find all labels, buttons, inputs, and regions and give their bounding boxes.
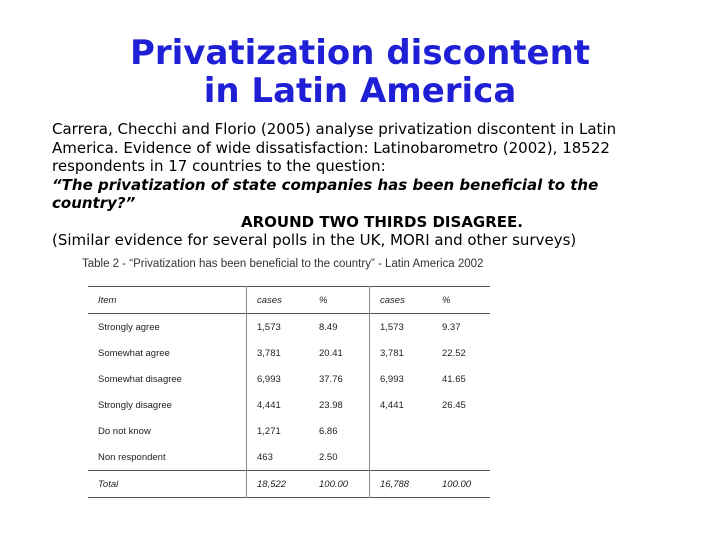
cell-percent: 6.86 xyxy=(319,425,338,437)
cell-cases-valid: 1,573 xyxy=(369,313,432,340)
table-row: Somewhat disagree 6,993 37.76 6,993 41.6… xyxy=(88,366,490,392)
total-cases: 18,522 xyxy=(246,470,309,498)
cell-item: Non respondent xyxy=(98,451,166,463)
cell-cases-valid xyxy=(369,444,432,471)
total-percent-valid: 100.00 xyxy=(442,478,472,490)
cell-item: Do not know xyxy=(98,425,151,437)
cell-cases-valid: 3,781 xyxy=(369,340,432,366)
cell-percent: 2.50 xyxy=(319,451,338,463)
cell-percent-valid: 26.45 xyxy=(442,399,466,411)
cell-percent-valid xyxy=(432,418,490,444)
cell-cases: 1,271 xyxy=(246,418,309,444)
survey-table: Item cases % cases % Strongly agree 1,57… xyxy=(88,286,490,498)
cell-item: Strongly disagree xyxy=(98,399,172,411)
table-header-row: Item cases % cases % xyxy=(88,286,490,314)
cell-percent-valid: 9.37 xyxy=(442,321,461,333)
cell-cases-valid: 6,993 xyxy=(369,366,432,392)
table-row: Strongly disagree 4,441 23.98 4,441 26.4… xyxy=(88,392,490,418)
cell-percent: 20.41 xyxy=(319,347,343,359)
slide-title-line-1: Privatization discontent xyxy=(129,33,591,73)
intro-paragraph: Carrera, Checchi and Florio (2005) analy… xyxy=(52,120,617,175)
cell-cases: 1,573 xyxy=(246,313,309,340)
cell-item: Strongly agree xyxy=(98,321,160,333)
table-row: Do not know 1,271 6.86 xyxy=(88,418,490,444)
slide-body: Carrera, Checchi and Florio (2005) analy… xyxy=(52,120,672,250)
cell-percent-valid: 22.52 xyxy=(442,347,466,359)
survey-question: “The privatization of state companies ha… xyxy=(52,175,599,213)
evidence-note: (Similar evidence for several polls in t… xyxy=(52,231,577,249)
header-percent-valid: % xyxy=(442,294,451,306)
cell-cases-valid: 4,441 xyxy=(369,392,432,418)
table-row: Strongly agree 1,573 8.49 1,573 9.37 xyxy=(88,313,490,340)
cell-percent-valid: 41.65 xyxy=(442,373,466,385)
cell-percent: 37.76 xyxy=(319,373,343,385)
table-total-row: Total 18,522 100.00 16,788 100.00 xyxy=(88,470,490,498)
header-item: Item xyxy=(98,294,117,306)
table-row: Somewhat agree 3,781 20.41 3,781 22.52 xyxy=(88,340,490,366)
cell-cases: 463 xyxy=(246,444,309,471)
cell-percent-valid xyxy=(432,444,490,471)
cell-cases: 4,441 xyxy=(246,392,309,418)
total-label: Total xyxy=(98,478,119,490)
table-caption: Table 2 - “Privatization has been benefi… xyxy=(82,258,484,270)
cell-cases-valid xyxy=(369,418,432,444)
slide-title-line-2: in Latin America xyxy=(203,71,517,111)
cell-percent: 23.98 xyxy=(319,399,343,411)
header-cases-valid: cases xyxy=(369,286,432,314)
header-cases: cases xyxy=(246,286,309,314)
cell-item: Somewhat agree xyxy=(98,347,170,359)
cell-item: Somewhat disagree xyxy=(98,373,182,385)
key-finding: AROUND TWO THIRDS DISAGREE. xyxy=(241,212,523,231)
total-percent: 100.00 xyxy=(319,478,349,490)
cell-percent: 8.49 xyxy=(319,321,338,333)
total-cases-valid: 16,788 xyxy=(369,470,432,498)
cell-cases: 6,993 xyxy=(246,366,309,392)
table-row: Non respondent 463 2.50 xyxy=(88,444,490,471)
header-percent: % xyxy=(319,294,328,306)
cell-cases: 3,781 xyxy=(246,340,309,366)
slide-title: Privatization discontent in Latin Americ… xyxy=(40,34,680,110)
